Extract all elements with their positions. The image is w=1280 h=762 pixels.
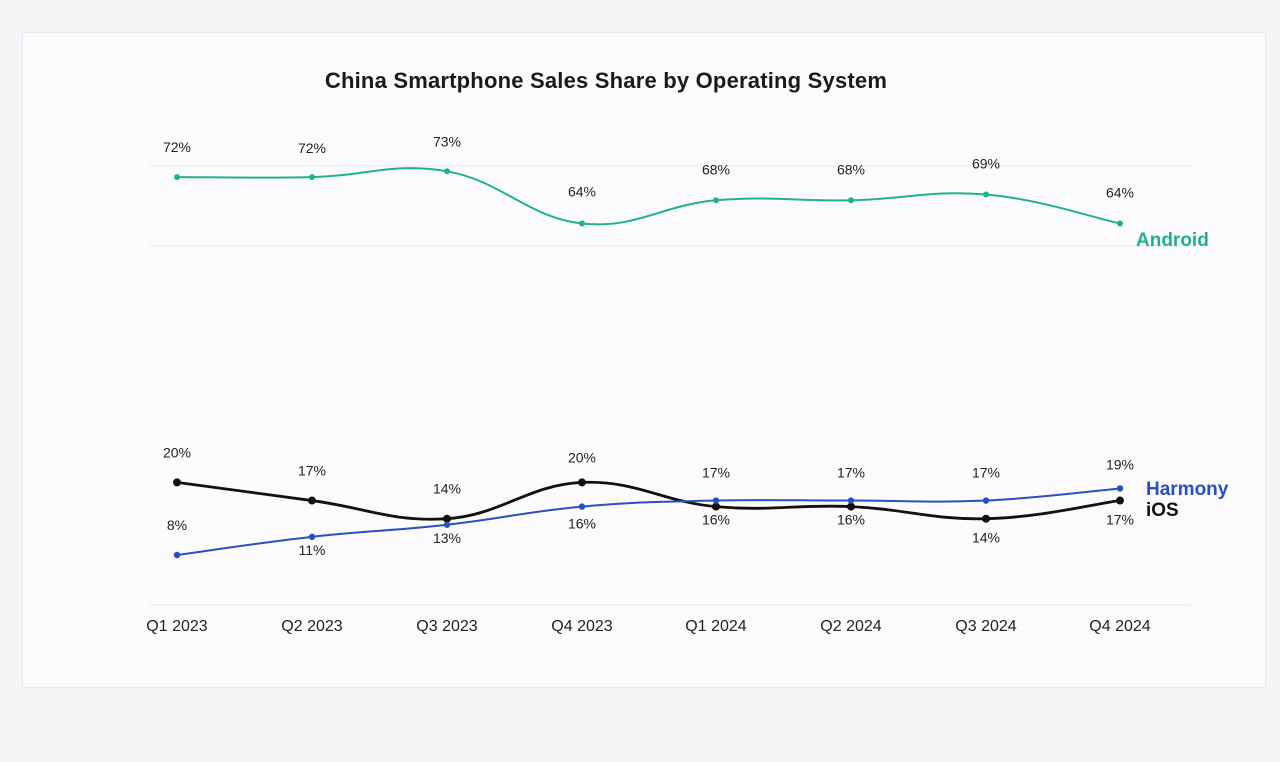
chart-title: China Smartphone Sales Share by Operatin… (324, 68, 888, 93)
harmony-point-3 (578, 503, 586, 510)
ios-data-label-7: 17% (1106, 512, 1134, 528)
x-tick-label-7: Q4 2024 (1089, 618, 1150, 635)
ios-data-label-4: 16% (702, 512, 730, 528)
chart-panel (22, 32, 1266, 688)
ios-point-2 (443, 514, 451, 523)
harmony-point-2 (443, 521, 451, 528)
ios-data-label-6: 14% (972, 530, 1000, 546)
android-data-label-2: 73% (433, 133, 461, 149)
android-data-label-7: 64% (1106, 185, 1134, 201)
harmony-data-label-1: 11% (299, 542, 326, 558)
ios-point-7 (1116, 496, 1124, 505)
android-point-6 (983, 191, 989, 198)
harmony-data-label-4: 17% (702, 465, 730, 481)
android-point-1 (309, 174, 315, 181)
android-series-label: Android (1136, 230, 1209, 251)
harmony-point-6 (982, 497, 990, 504)
ios-line (175, 480, 1122, 521)
ios-data-label-2: 14% (433, 481, 461, 497)
android-data-label-3: 64% (568, 184, 596, 200)
harmony-data-label-5: 17% (837, 465, 865, 481)
harmony-point-7 (1116, 485, 1124, 492)
ios-data-label-3: 20% (568, 449, 596, 465)
ios-point-0 (173, 478, 181, 487)
android-data-label-4: 68% (702, 161, 730, 177)
harmony-line (176, 487, 1121, 556)
ios-point-4 (712, 502, 720, 511)
ios-data-label-0: 20% (163, 444, 191, 460)
harmony-point-4 (712, 497, 720, 504)
harmony-point-5 (847, 497, 855, 504)
harmony-point-0 (173, 551, 181, 559)
android-data-label-1: 72% (298, 140, 326, 156)
harmony-data-label-6: 17% (972, 465, 1000, 481)
android-data-label-5: 68% (837, 161, 865, 177)
android-point-7 (1117, 220, 1123, 227)
x-tick-label-1: Q2 2023 (281, 618, 342, 635)
ios-point-1 (308, 496, 316, 505)
android-point-4 (713, 197, 719, 204)
android-point-0 (174, 174, 180, 181)
android-point-5 (848, 197, 854, 204)
ios-point-3 (578, 478, 586, 487)
android-data-label-6: 69% (972, 156, 1000, 172)
harmony-point-1 (308, 533, 316, 541)
harmony-data-label-2: 13% (433, 530, 461, 546)
harmony-data-label-3: 16% (568, 516, 596, 532)
android-point-3 (579, 220, 585, 227)
harmony-data-label-0: 8% (167, 517, 187, 533)
x-tick-label-6: Q3 2024 (955, 618, 1016, 635)
android-line (176, 167, 1121, 226)
x-tick-label-0: Q1 2023 (146, 618, 207, 635)
x-tick-label-5: Q2 2024 (820, 618, 881, 635)
android-point-2 (444, 168, 450, 175)
ios-point-5 (847, 502, 855, 511)
harmony-series-label: Harmony (1146, 479, 1229, 500)
ios-point-6 (982, 514, 990, 523)
ios-data-label-5: 16% (837, 512, 865, 528)
android-data-label-0: 72% (163, 139, 191, 155)
ios-data-label-1: 17% (298, 463, 326, 479)
x-tick-label-4: Q1 2024 (685, 618, 746, 635)
x-tick-label-2: Q3 2023 (416, 618, 477, 635)
ios-series-label: iOS (1146, 500, 1179, 521)
x-tick-label-3: Q4 2023 (551, 618, 612, 635)
harmony-data-label-7: 19% (1106, 456, 1134, 472)
